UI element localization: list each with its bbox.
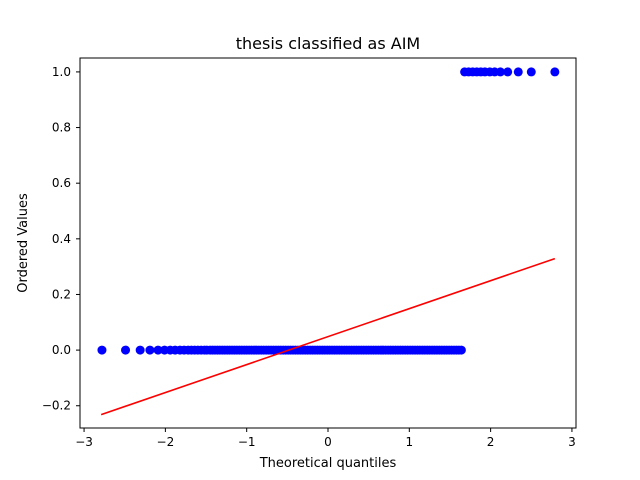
data-point [526,67,536,77]
y-tick-label: 1.0 [52,65,71,79]
data-point [495,67,505,77]
x-tick-label: 0 [324,435,332,449]
chart-title: thesis classified as AIM [236,34,420,53]
x-tick-label: −3 [75,435,93,449]
reference-fit-line [100,257,556,416]
y-tick-label: 0.4 [52,232,71,246]
x-tick-label: 2 [487,435,495,449]
data-point [145,345,155,355]
data-point [456,345,466,355]
y-axis-label: Ordered Values [16,193,31,293]
axes-frame [79,57,577,429]
data-point [121,345,131,355]
data-point [135,345,145,355]
y-tick-label: −0.2 [42,399,71,413]
y-tick-label: 0.0 [52,343,71,357]
data-point [97,345,107,355]
x-tick-label: 3 [568,435,576,449]
data-point [153,345,163,355]
x-tick-label: 1 [405,435,413,449]
x-axis-label: Theoretical quantiles [259,456,397,471]
data-point [513,67,523,77]
y-tick-label: 0.8 [52,121,71,135]
data-point [550,67,560,77]
y-tick-label: 0.6 [52,176,71,190]
x-tick-label: −2 [157,435,175,449]
x-tick-label: −1 [238,435,256,449]
plot-area: −3 −2 −1 0 1 2 3 −0.2 0.0 0.2 0.4 0.6 0.8 1.0 [42,65,576,449]
data-point [503,67,513,77]
y-tick-label: 0.2 [52,287,71,301]
